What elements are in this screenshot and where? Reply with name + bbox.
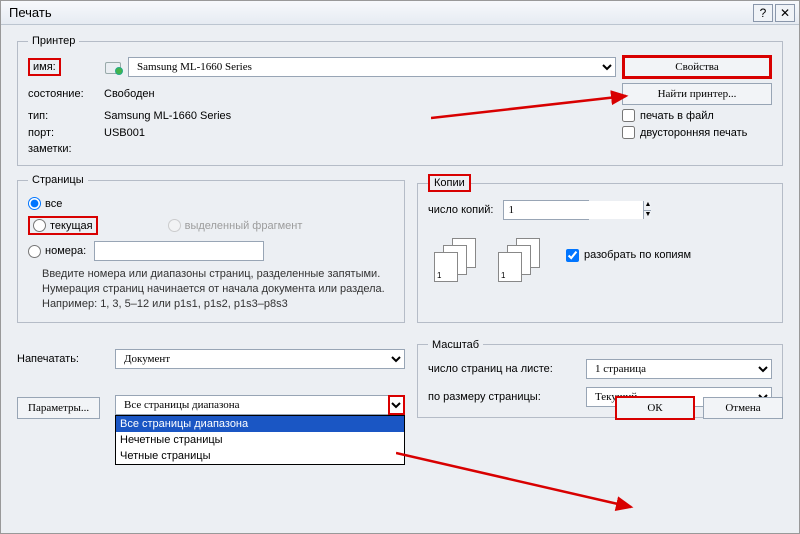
notes-label: заметки: bbox=[28, 143, 98, 155]
ok-button[interactable]: ОК bbox=[615, 396, 695, 420]
pages-hint: Введите номера или диапазоны страниц, ра… bbox=[42, 267, 394, 312]
printer-group: Принтер имя: Samsung ML-1660 Series Свой… bbox=[17, 35, 783, 166]
help-button[interactable]: ? bbox=[753, 4, 773, 22]
copies-count-label: число копий: bbox=[428, 204, 493, 216]
copies-legend: Копии bbox=[428, 174, 471, 192]
titlebar: Печать ? ✕ bbox=[1, 1, 799, 25]
close-button[interactable]: ✕ bbox=[775, 4, 795, 22]
print-dialog: Печать ? ✕ Принтер имя: Samsung ML-1660 … bbox=[0, 0, 800, 534]
radio-all[interactable]: все bbox=[28, 197, 394, 210]
name-label: имя: bbox=[28, 58, 61, 76]
spin-down-icon[interactable]: ▼ bbox=[643, 211, 651, 220]
pages-group: Страницы все текущая выделенный фрагмент… bbox=[17, 174, 405, 323]
copies-group: Копии число копий: ▲▼ 3 2 1 bbox=[417, 174, 783, 323]
port-value: USB001 bbox=[104, 127, 616, 139]
cancel-button[interactable]: Отмена bbox=[703, 397, 783, 419]
annotation-arrow-2 bbox=[396, 445, 646, 525]
include-option-odd[interactable]: Нечетные страницы bbox=[116, 432, 404, 448]
pages-legend: Страницы bbox=[28, 174, 88, 186]
print-what-label: Напечатать: bbox=[17, 353, 105, 365]
collate-preview: 3 2 1 3 2 1 bbox=[434, 238, 544, 284]
pages-per-sheet-select[interactable]: 1 страница bbox=[586, 359, 772, 379]
printer-name-select[interactable]: Samsung ML-1660 Series bbox=[128, 57, 616, 77]
status-label: состояние: bbox=[28, 88, 98, 100]
page-numbers-input[interactable] bbox=[94, 241, 264, 261]
collate-checkbox[interactable]: разобрать по копиям bbox=[566, 249, 691, 262]
dialog-content: Принтер имя: Samsung ML-1660 Series Свой… bbox=[1, 25, 799, 436]
printer-icon bbox=[104, 60, 122, 74]
properties-button[interactable]: Свойства bbox=[622, 55, 772, 79]
radio-current[interactable]: текущая bbox=[28, 216, 98, 235]
include-option-all[interactable]: Все страницы диапазона bbox=[116, 416, 404, 432]
include-option-even[interactable]: Четные страницы bbox=[116, 448, 404, 464]
parameters-button[interactable]: Параметры... bbox=[17, 397, 100, 419]
spin-up-icon[interactable]: ▲ bbox=[643, 201, 651, 211]
type-value: Samsung ML-1660 Series bbox=[104, 110, 616, 122]
status-value: Свободен bbox=[104, 88, 616, 100]
copies-spinner[interactable]: ▲▼ bbox=[503, 200, 589, 220]
include-dropdown-list[interactable]: Все страницы диапазона Нечетные страницы… bbox=[115, 415, 405, 465]
pages-per-sheet-label: число страниц на листе: bbox=[428, 363, 578, 375]
print-to-file-checkbox[interactable]: печать в файл bbox=[622, 109, 772, 122]
port-label: порт: bbox=[28, 127, 98, 139]
duplex-checkbox[interactable]: двусторонняя печать bbox=[622, 126, 772, 139]
window-title: Печать bbox=[9, 5, 751, 20]
radio-numbers[interactable]: номера: bbox=[28, 241, 394, 261]
printer-legend: Принтер bbox=[28, 35, 79, 47]
scale-legend: Масштаб bbox=[428, 339, 483, 351]
radio-selection: выделенный фрагмент bbox=[168, 219, 303, 232]
print-what-select[interactable]: Документ bbox=[115, 349, 405, 369]
type-label: тип: bbox=[28, 110, 98, 122]
find-printer-button[interactable]: Найти принтер... bbox=[622, 83, 772, 105]
